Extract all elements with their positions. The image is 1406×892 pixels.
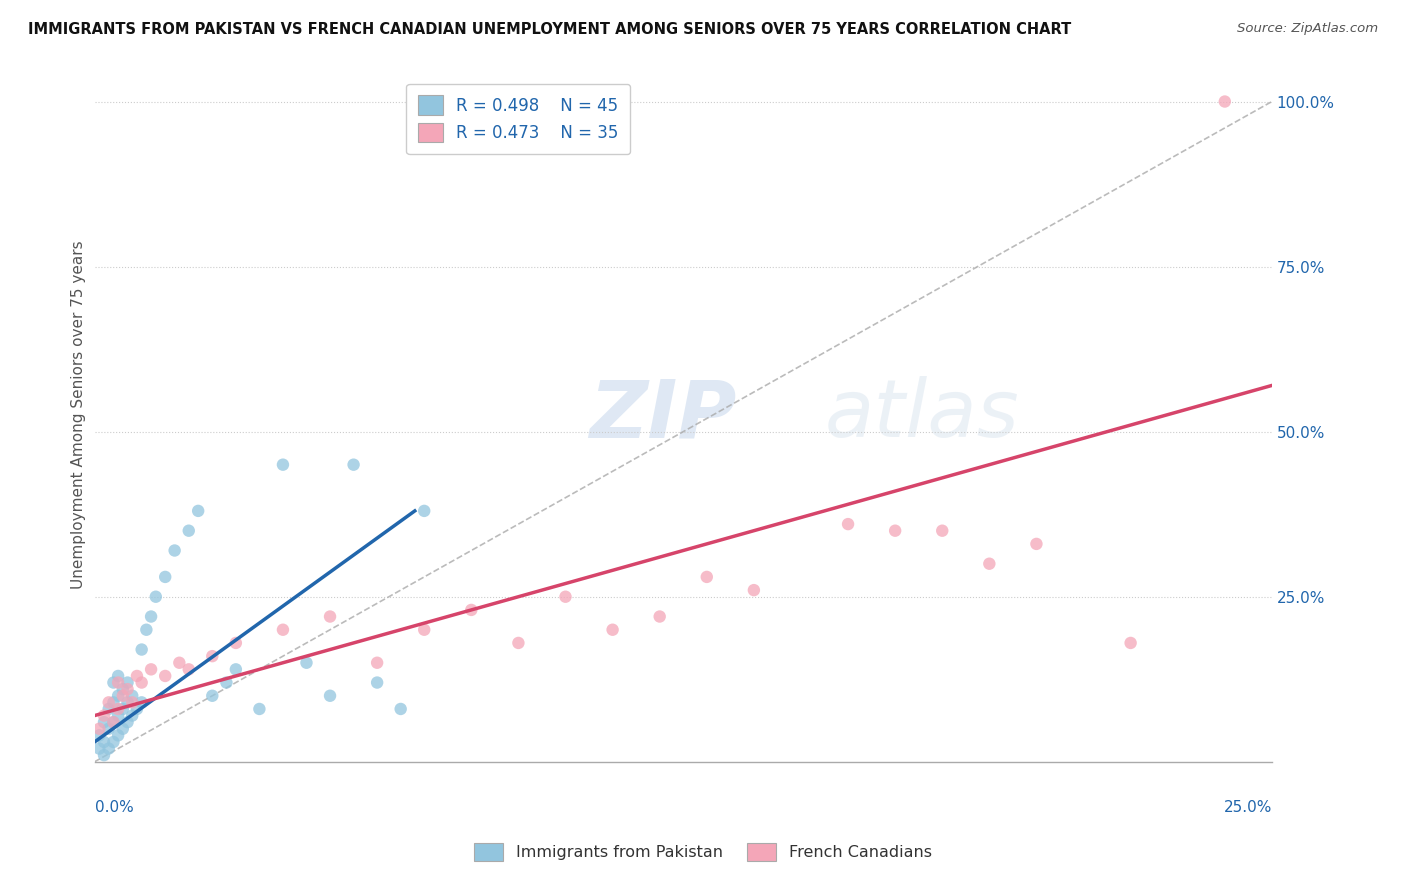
Point — [121, 689, 143, 703]
Point — [460, 603, 482, 617]
Legend: R = 0.498    N = 45, R = 0.473    N = 35: R = 0.498 N = 45, R = 0.473 N = 35 — [406, 84, 630, 154]
Point — [169, 656, 191, 670]
Point — [103, 675, 125, 690]
Point — [103, 695, 125, 709]
Point — [696, 570, 718, 584]
Point — [93, 708, 115, 723]
Point — [131, 695, 153, 709]
Point — [225, 636, 247, 650]
Point — [508, 636, 530, 650]
Point — [135, 623, 157, 637]
Point — [97, 722, 120, 736]
Point — [107, 669, 129, 683]
Point — [389, 702, 412, 716]
Point — [125, 702, 148, 716]
Point — [93, 748, 115, 763]
Point — [295, 656, 318, 670]
Text: atlas: atlas — [824, 376, 1019, 454]
Text: 25.0%: 25.0% — [1223, 800, 1272, 815]
Point — [97, 741, 120, 756]
Point — [107, 689, 129, 703]
Point — [111, 702, 134, 716]
Point — [139, 609, 162, 624]
Point — [602, 623, 624, 637]
Point — [139, 662, 162, 676]
Y-axis label: Unemployment Among Seniors over 75 years: Unemployment Among Seniors over 75 years — [72, 241, 86, 590]
Point — [103, 735, 125, 749]
Point — [271, 458, 294, 472]
Point — [187, 504, 209, 518]
Point — [413, 504, 436, 518]
Point — [89, 728, 111, 742]
Point — [121, 708, 143, 723]
Point — [103, 715, 125, 730]
Point — [225, 662, 247, 676]
Point — [201, 649, 224, 664]
Point — [155, 570, 177, 584]
Point — [366, 656, 388, 670]
Point — [319, 689, 342, 703]
Point — [554, 590, 576, 604]
Point — [1025, 537, 1047, 551]
Point — [117, 695, 139, 709]
Point — [111, 682, 134, 697]
Point — [131, 675, 153, 690]
Point — [117, 682, 139, 697]
Point — [342, 458, 364, 472]
Point — [177, 662, 200, 676]
Point — [319, 609, 342, 624]
Point — [366, 675, 388, 690]
Point — [155, 669, 177, 683]
Text: IMMIGRANTS FROM PAKISTAN VS FRENCH CANADIAN UNEMPLOYMENT AMONG SENIORS OVER 75 Y: IMMIGRANTS FROM PAKISTAN VS FRENCH CANAD… — [28, 22, 1071, 37]
Point — [103, 715, 125, 730]
Point — [107, 708, 129, 723]
Point — [89, 741, 111, 756]
Point — [125, 669, 148, 683]
Point — [177, 524, 200, 538]
Point — [121, 695, 143, 709]
Point — [201, 689, 224, 703]
Point — [145, 590, 167, 604]
Point — [111, 689, 134, 703]
Point — [111, 722, 134, 736]
Text: 0.0%: 0.0% — [94, 800, 134, 815]
Point — [837, 517, 859, 532]
Point — [648, 609, 671, 624]
Point — [163, 543, 186, 558]
Point — [97, 695, 120, 709]
Point — [107, 675, 129, 690]
Legend: Immigrants from Pakistan, French Canadians: Immigrants from Pakistan, French Canadia… — [465, 833, 941, 871]
Point — [271, 623, 294, 637]
Point — [117, 715, 139, 730]
Point — [247, 702, 270, 716]
Point — [979, 557, 1001, 571]
Point — [1119, 636, 1142, 650]
Point — [107, 702, 129, 716]
Point — [215, 675, 238, 690]
Point — [93, 715, 115, 730]
Point — [93, 735, 115, 749]
Point — [89, 722, 111, 736]
Point — [742, 583, 765, 598]
Point — [97, 702, 120, 716]
Point — [131, 642, 153, 657]
Point — [413, 623, 436, 637]
Point — [117, 675, 139, 690]
Point — [931, 524, 953, 538]
Text: ZIP: ZIP — [589, 376, 737, 454]
Point — [1213, 95, 1236, 109]
Point — [884, 524, 907, 538]
Text: Source: ZipAtlas.com: Source: ZipAtlas.com — [1237, 22, 1378, 36]
Point — [107, 728, 129, 742]
